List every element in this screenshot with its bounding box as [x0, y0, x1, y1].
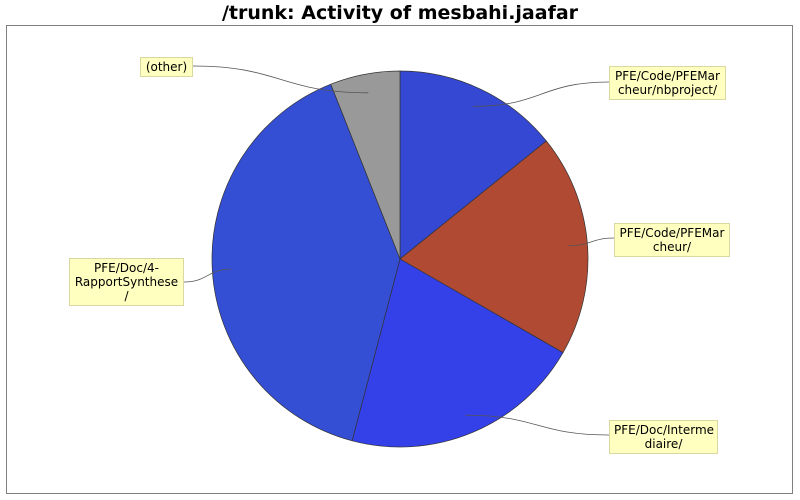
slice-label-other: (other) [140, 57, 193, 77]
chart-title: /trunk: Activity of mesbahi.jaafar [221, 2, 579, 24]
leader-line [192, 65, 369, 94]
slice-label-pfemarcheur: PFE/Code/PFEMar cheur/ [614, 223, 730, 257]
leader-line [183, 268, 232, 283]
slice-label-rapportsynthese: PFE/Doc/4- RapportSynthese / [69, 258, 184, 306]
slice-label-intermediaire: PFE/Doc/Interme diaire/ [609, 420, 718, 454]
leader-line [472, 81, 610, 107]
slice-other [330, 70, 401, 260]
slice-label-nbproject: PFE/Code/PFEMar cheur/nbproject/ [609, 66, 726, 100]
slice-pfemarcheur [399, 140, 589, 354]
leader-line [465, 414, 610, 436]
slice-nbproject [399, 70, 547, 260]
slice-intermediaire [351, 258, 564, 448]
leader-line [568, 237, 615, 247]
slice-rapportsynthese [211, 83, 401, 442]
